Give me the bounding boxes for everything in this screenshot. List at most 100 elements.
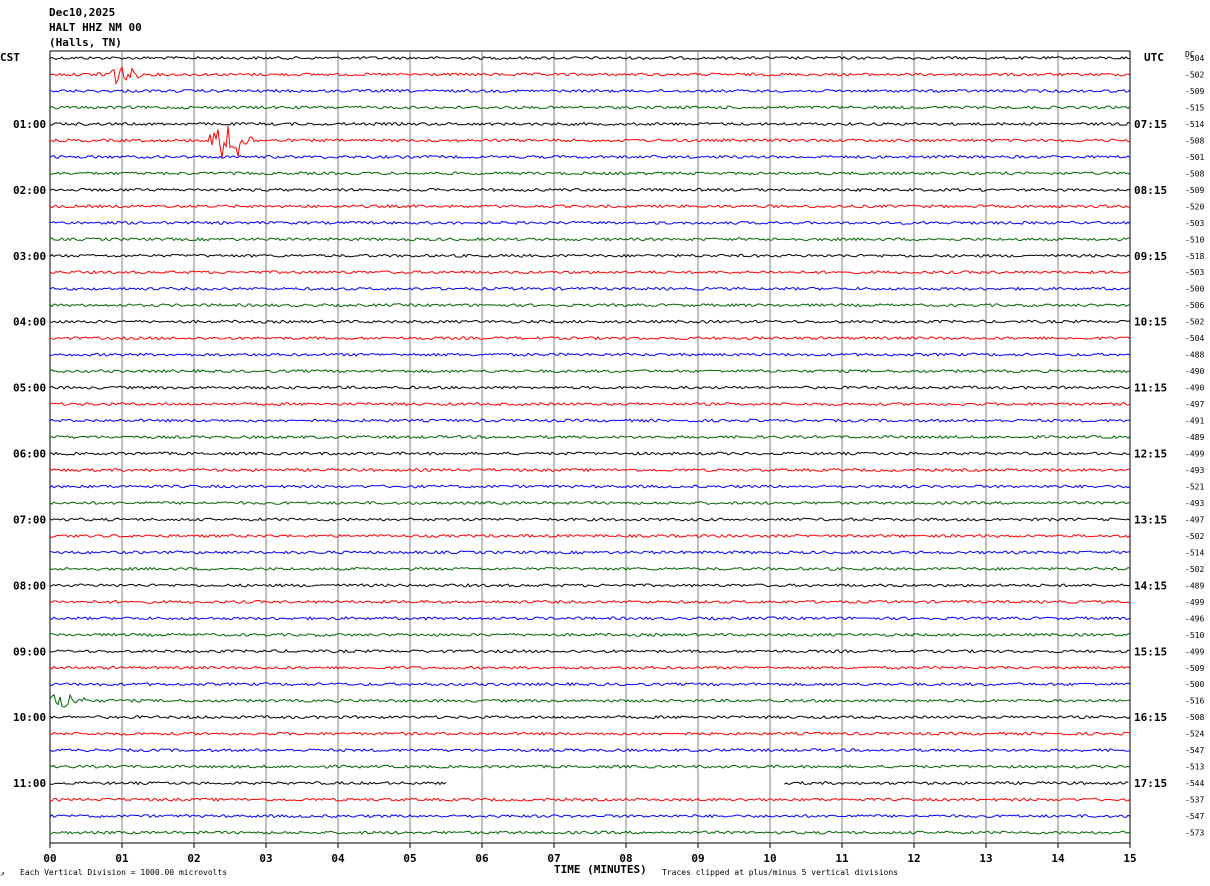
dc-offset-label: -524 [1185,730,1204,739]
seismic-trace [49,88,1131,94]
right-hour-label: 10:15 [1134,316,1167,329]
seismic-trace [49,335,1131,341]
left-hour-label: 05:00 [13,382,46,395]
dc-offset-label: -497 [1185,515,1204,524]
dc-offset-label: -496 [1185,614,1204,623]
dc-offset-label: -547 [1185,746,1204,755]
dc-offset-label: -489 [1185,581,1204,590]
dc-offset-label: -514 [1185,548,1204,557]
seismic-trace [49,517,1131,522]
x-tick-label: 15 [1123,852,1136,865]
right-hour-label: 14:15 [1134,579,1167,592]
dc-offset-label: -500 [1185,285,1204,294]
x-tick-label: 06 [475,852,489,865]
seismic-trace [49,616,1131,621]
dc-offset-label: -513 [1185,763,1204,772]
seismic-trace [49,434,1131,440]
left-hour-label: 06:00 [13,448,46,461]
right-timezone-label: UTC [1144,51,1164,64]
seismic-trace [49,418,1131,423]
dc-offset-label: -499 [1185,647,1204,656]
seismic-trace [49,550,1131,555]
seismic-trace [49,105,1131,110]
dc-offset-label: -490 [1185,367,1204,376]
dc-offset-label: -508 [1185,713,1204,722]
seismic-trace [49,500,1131,506]
dc-column-label: DC [1185,50,1195,59]
left-hour-label: 04:00 [13,316,46,329]
seismic-trace [49,781,447,786]
x-tick-label: 11 [835,852,849,865]
header-date: Dec10,2025 [49,6,115,19]
dc-offset-label: -509 [1185,87,1204,96]
right-hour-label: 13:15 [1134,513,1167,526]
seismic-trace [49,126,1131,158]
header-location: (Halls, TN) [49,36,122,49]
dc-offset-label: -503 [1185,219,1204,228]
dc-offset-label: -521 [1185,482,1204,491]
seismic-trace [49,693,1131,708]
seismic-trace [49,731,1130,736]
left-hour-label: 11:00 [13,777,46,790]
right-hour-labels: 07:15 08:15 09:15 10:15 11:15 12:15 13:15 14:15… [1134,118,1167,790]
seismic-trace [49,121,1131,127]
seismic-trace [49,368,1131,374]
dc-offset-label: -515 [1185,103,1204,112]
x-axis-label: TIME (MINUTES) [554,863,647,876]
seismic-trace [49,583,1131,588]
left-hour-label: 02:00 [13,184,46,197]
dc-offset-label: -510 [1185,235,1204,244]
dc-offset-label: -501 [1185,153,1204,162]
seismic-trace [49,204,1131,209]
right-hour-label: 17:15 [1134,777,1167,790]
left-hour-label: 01:00 [13,118,46,131]
dc-offset-label: -514 [1185,120,1204,129]
seismic-trace [49,352,1131,357]
dc-offset-label: -489 [1185,433,1204,442]
x-tick-label: 13 [979,852,992,865]
right-hour-label: 11:15 [1134,382,1167,395]
dc-offset-label: -499 [1185,598,1204,607]
dc-offset-label: -516 [1185,697,1204,706]
dc-offset-label: -518 [1185,252,1204,261]
seismic-trace [49,385,1131,390]
x-tick-label: 08 [619,852,632,865]
left-hour-label: 10:00 [13,711,46,724]
dc-offset-label: -502 [1185,565,1204,574]
seismic-trace [49,55,1131,61]
x-tick-label: 07 [547,852,560,865]
dc-offset-label: -509 [1185,664,1204,673]
seismic-trace [49,220,1131,225]
x-tick-label: 10 [763,852,776,865]
plot-grid [49,50,1131,848]
seismic-trace [49,187,1131,192]
seismic-trace [49,237,1131,242]
dc-offset-label: -508 [1185,136,1204,145]
dc-offset-label: -490 [1185,384,1204,393]
seismic-trace [49,154,1131,160]
x-tick-label: 09 [691,852,704,865]
x-tick-label: 04 [331,852,345,865]
dc-offset-label: -502 [1185,532,1204,541]
seismic-trace [49,682,1131,687]
x-tick-label: 00 [43,852,56,865]
left-hour-label: 07:00 [13,513,46,526]
left-hour-labels: 01:00 02:00 03:00 04:00 05:00 06:00 07:00 08:00… [13,118,46,790]
seismic-trace [49,813,1131,819]
seismic-trace [49,649,1131,654]
left-hour-label: 09:00 [13,645,46,658]
seismic-trace [49,797,1131,802]
x-axis-ticks: 00 01 02 03 04 05 06 07 08 09 10 11 12 13 14 15 [43,852,1136,865]
dc-offset-label: -508 [1185,169,1204,178]
seismic-trace [49,599,1131,604]
dc-offset-label: -493 [1185,466,1204,475]
seismic-trace [49,566,1131,572]
seismic-trace [49,533,1131,539]
dc-offset-label: -500 [1185,680,1204,689]
header-station: HALT HHZ NM 00 [49,21,142,34]
north-arrow-icon: ↗ [0,869,5,878]
right-hour-label: 16:15 [1134,711,1167,724]
dc-offset-label: -537 [1185,796,1204,805]
plot-frame [49,50,1131,844]
seismic-trace [49,65,1131,86]
